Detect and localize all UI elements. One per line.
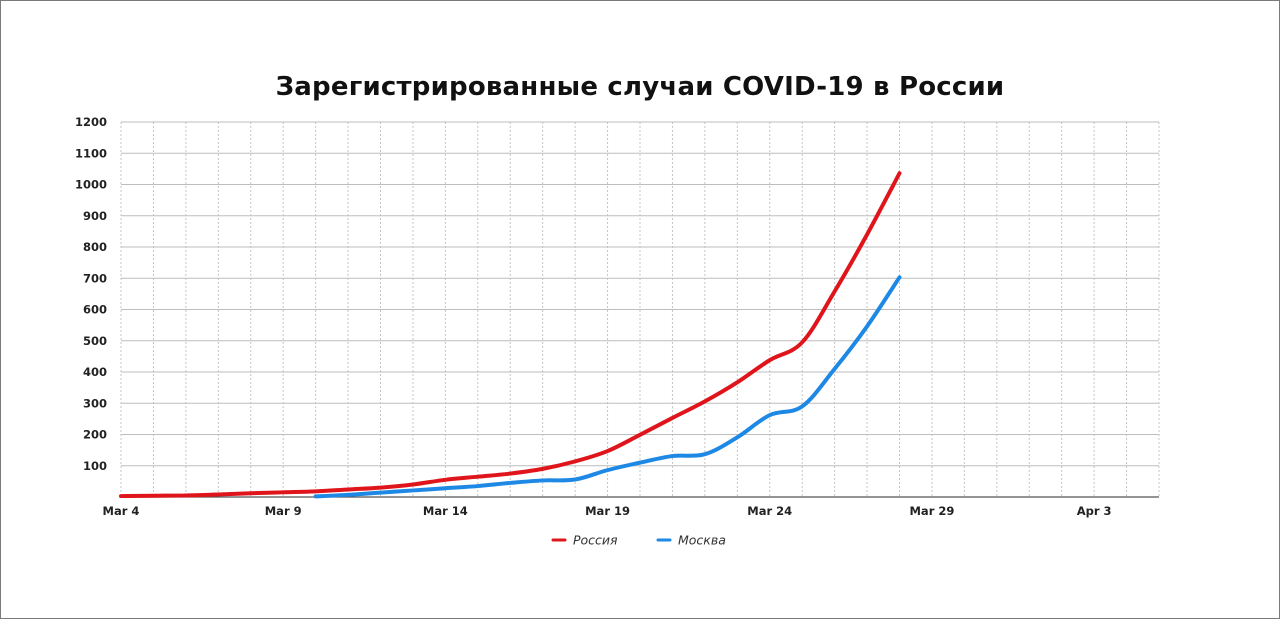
y-tick-label: 600 <box>83 303 107 317</box>
series-line-moscow <box>313 275 902 499</box>
y-tick-label: 500 <box>83 334 107 348</box>
y-tick-label: 1000 <box>75 178 107 192</box>
x-tick-label: Mar 14 <box>423 504 468 518</box>
y-tick-label: 400 <box>83 365 107 379</box>
y-tick-label: 200 <box>83 428 107 442</box>
x-tick-label: Mar 29 <box>909 504 954 518</box>
y-tick-label: 1100 <box>75 146 107 160</box>
y-tick-label: 900 <box>83 209 107 223</box>
y-tick-label: 100 <box>83 459 107 473</box>
y-tick-label: 300 <box>83 396 107 410</box>
legend-label: Москва <box>678 533 726 548</box>
x-tick-label: Mar 24 <box>747 504 792 518</box>
x-tick-label: Mar 19 <box>585 504 630 518</box>
x-tick-label: Mar 4 <box>103 504 140 518</box>
x-tick-label: Apr 3 <box>1077 504 1112 518</box>
chart-title: Зарегистрированные случаи COVID-19 в Рос… <box>275 72 1005 102</box>
x-tick-label: Mar 9 <box>265 504 302 518</box>
series-line-russia <box>119 171 902 499</box>
legend-label: Россия <box>573 533 618 548</box>
y-tick-label: 700 <box>83 271 107 285</box>
y-tick-label: 1200 <box>75 115 107 129</box>
y-tick-label: 800 <box>83 240 107 254</box>
